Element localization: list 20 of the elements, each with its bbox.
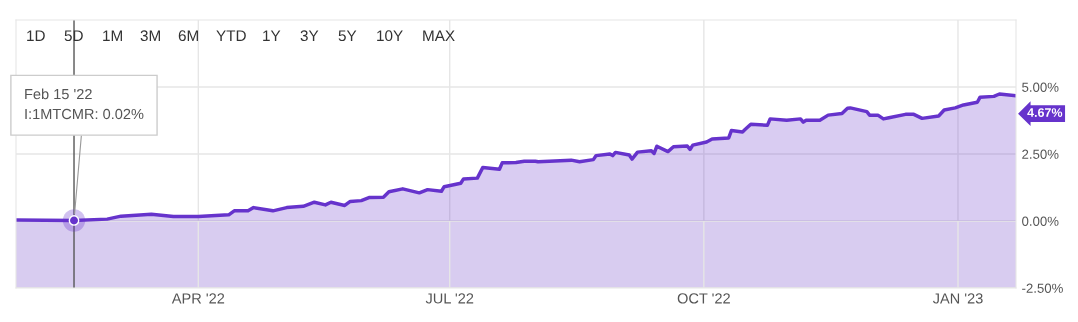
annotation: 1Y <box>263 30 281 41</box>
annotation: 3M <box>140 30 160 42</box>
x-tick-label: JUL '22 <box>425 293 474 304</box>
y-tick-label: 5.00% <box>1022 82 1059 92</box>
x-tick-label: JAN '23 <box>932 293 983 304</box>
annotation: 1M <box>103 30 122 41</box>
annotation: YTD <box>216 30 246 41</box>
annotation: 3Y <box>300 30 319 42</box>
data-label: 4.67% <box>1027 108 1063 117</box>
annotation: Feb 15 '22 I:1MTCMR: 0.02% <box>25 88 144 120</box>
x-tick-label: OCT '22 <box>677 293 730 304</box>
annotation: 6M <box>178 30 198 42</box>
x-tick-label: APR '22 <box>171 293 225 304</box>
y-tick-label: 2.50% <box>1022 149 1059 159</box>
annotation: 1D <box>27 30 45 41</box>
y-tick-label: -2.50% <box>1022 283 1063 293</box>
annotation: MAX <box>423 30 455 41</box>
y-tick-label: 0.00% <box>1022 216 1059 226</box>
annotation: 10Y <box>377 30 403 42</box>
annotation: 5Y <box>338 30 357 42</box>
